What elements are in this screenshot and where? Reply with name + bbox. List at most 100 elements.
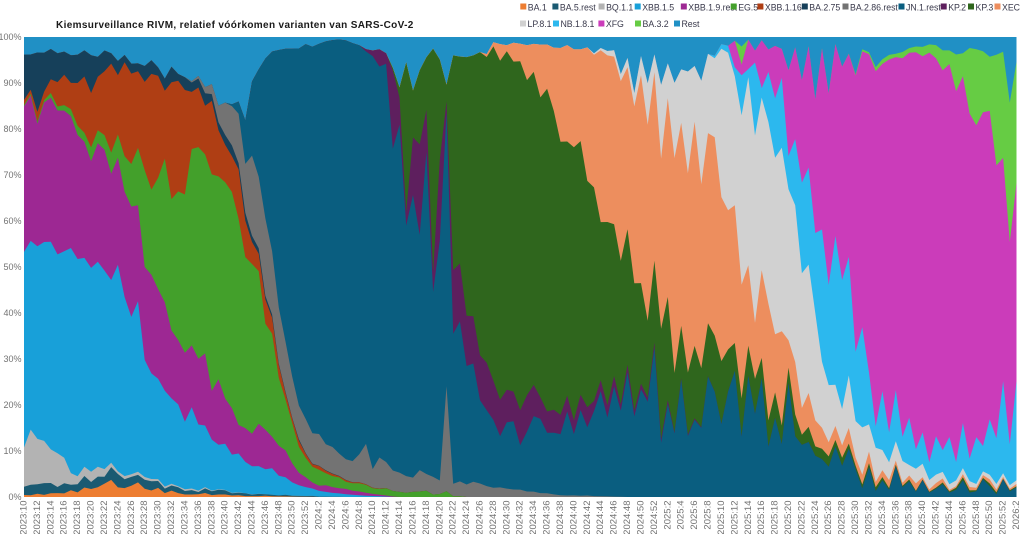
svg-text:XEC: XEC: [1002, 3, 1021, 13]
svg-text:2023:38: 2023:38: [206, 501, 217, 534]
svg-text:2024:8: 2024:8: [354, 501, 365, 530]
svg-text:2024:40: 2024:40: [568, 501, 579, 534]
svg-text:Rest: Rest: [682, 19, 700, 29]
svg-text:2024:16: 2024:16: [408, 501, 419, 534]
svg-text:2024:32: 2024:32: [515, 501, 526, 534]
svg-text:2023:34: 2023:34: [179, 501, 190, 534]
svg-text:2025:40: 2025:40: [917, 501, 928, 534]
svg-text:2023:28: 2023:28: [139, 501, 150, 534]
svg-text:2025:36: 2025:36: [890, 501, 901, 534]
svg-text:2025:30: 2025:30: [850, 501, 861, 534]
svg-text:2024:26: 2024:26: [475, 501, 486, 534]
svg-text:2024:44: 2024:44: [595, 501, 606, 534]
svg-text:JN.1.rest: JN.1.rest: [906, 3, 941, 13]
svg-text:2024:48: 2024:48: [622, 501, 633, 534]
svg-text:2024:6: 2024:6: [340, 501, 351, 530]
svg-text:2025:20: 2025:20: [783, 501, 794, 534]
svg-text:2024:34: 2024:34: [528, 501, 539, 534]
svg-text:2024:2: 2024:2: [314, 501, 325, 530]
svg-text:2024:10: 2024:10: [367, 501, 378, 534]
svg-text:2024:50: 2024:50: [636, 501, 647, 534]
svg-text:2025:24: 2025:24: [810, 501, 821, 534]
svg-text:2024:20: 2024:20: [434, 501, 445, 534]
svg-text:40%: 40%: [3, 308, 21, 318]
svg-text:2024:52: 2024:52: [649, 501, 660, 534]
svg-text:2023:32: 2023:32: [166, 501, 177, 534]
svg-text:2023:44: 2023:44: [247, 501, 258, 534]
svg-text:50%: 50%: [3, 262, 21, 272]
svg-text:2024:18: 2024:18: [421, 501, 432, 534]
svg-text:BA.2.86.rest: BA.2.86.rest: [850, 3, 898, 13]
svg-text:2024:22: 2024:22: [448, 501, 459, 534]
svg-text:2024:12: 2024:12: [381, 501, 392, 534]
svg-text:2023:52: 2023:52: [300, 501, 311, 534]
svg-text:2023:12: 2023:12: [32, 501, 43, 534]
svg-text:2023:30: 2023:30: [153, 501, 164, 534]
svg-text:2024:36: 2024:36: [542, 501, 553, 534]
svg-text:2024:28: 2024:28: [488, 501, 499, 534]
svg-text:XBB.1.16: XBB.1.16: [765, 3, 802, 13]
svg-text:2023:16: 2023:16: [59, 501, 70, 534]
svg-text:KP.3: KP.3: [976, 3, 994, 13]
svg-text:20%: 20%: [3, 400, 21, 410]
svg-text:2024:42: 2024:42: [582, 501, 593, 534]
svg-text:BA.1: BA.1: [528, 3, 547, 13]
svg-text:2025:14: 2025:14: [743, 501, 754, 534]
svg-text:2024:30: 2024:30: [501, 501, 512, 534]
svg-text:2024:4: 2024:4: [327, 501, 338, 530]
svg-text:2023:18: 2023:18: [72, 501, 83, 534]
svg-text:70%: 70%: [3, 170, 21, 180]
svg-text:2023:20: 2023:20: [86, 501, 97, 534]
svg-text:EG.5: EG.5: [738, 3, 758, 13]
svg-text:2023:26: 2023:26: [126, 501, 137, 534]
svg-text:2024:46: 2024:46: [609, 501, 620, 534]
svg-text:2025:46: 2025:46: [957, 501, 968, 534]
svg-text:Kiemsurveillance RIVM, relatie: Kiemsurveillance RIVM, relatief vóórkome…: [56, 20, 414, 31]
svg-text:2023:14: 2023:14: [45, 501, 56, 534]
svg-text:KP.2: KP.2: [948, 3, 966, 13]
svg-text:30%: 30%: [3, 354, 21, 364]
svg-text:2023:40: 2023:40: [220, 501, 231, 534]
svg-text:LP.8.1: LP.8.1: [528, 19, 552, 29]
svg-text:10%: 10%: [3, 446, 21, 456]
svg-text:2025:28: 2025:28: [837, 501, 848, 534]
svg-text:2025:50: 2025:50: [984, 501, 995, 534]
svg-text:XFG: XFG: [606, 19, 624, 29]
svg-text:2026:2: 2026:2: [1011, 501, 1022, 530]
svg-text:2023:22: 2023:22: [99, 501, 110, 534]
svg-text:2025:26: 2025:26: [823, 501, 834, 534]
svg-text:100%: 100%: [0, 32, 22, 42]
svg-text:2025:34: 2025:34: [877, 501, 888, 534]
svg-text:60%: 60%: [3, 216, 21, 226]
svg-text:2023:10: 2023:10: [19, 501, 30, 534]
svg-text:BA.3.2: BA.3.2: [643, 19, 669, 29]
svg-text:2023:36: 2023:36: [193, 501, 204, 534]
svg-text:BA.5.rest: BA.5.rest: [560, 3, 596, 13]
svg-text:2025:8: 2025:8: [703, 501, 714, 530]
svg-text:2023:46: 2023:46: [260, 501, 271, 534]
svg-text:2025:48: 2025:48: [971, 501, 982, 534]
svg-text:90%: 90%: [3, 78, 21, 88]
svg-text:2025:12: 2025:12: [729, 501, 740, 534]
svg-text:2025:52: 2025:52: [998, 501, 1009, 534]
svg-text:XBB.1.5: XBB.1.5: [642, 3, 674, 13]
svg-text:2025:22: 2025:22: [796, 501, 807, 534]
svg-text:0%: 0%: [8, 492, 21, 502]
svg-text:2023:24: 2023:24: [112, 501, 123, 534]
svg-text:BA.2.75: BA.2.75: [809, 3, 840, 13]
svg-text:2025:38: 2025:38: [904, 501, 915, 534]
svg-text:2023:42: 2023:42: [233, 501, 244, 534]
svg-text:NB.1.8.1: NB.1.8.1: [561, 19, 595, 29]
svg-text:2023:50: 2023:50: [287, 501, 298, 534]
svg-text:2024:14: 2024:14: [394, 501, 405, 534]
svg-text:80%: 80%: [3, 124, 21, 134]
svg-text:2025:4: 2025:4: [676, 501, 687, 530]
svg-text:2025:42: 2025:42: [931, 501, 942, 534]
svg-text:2025:44: 2025:44: [944, 501, 955, 534]
svg-text:2025:2: 2025:2: [662, 501, 673, 530]
svg-text:2024:38: 2024:38: [555, 501, 566, 534]
svg-text:BQ.1.1: BQ.1.1: [606, 3, 633, 13]
svg-text:2025:16: 2025:16: [756, 501, 767, 534]
svg-text:2025:18: 2025:18: [770, 501, 781, 534]
svg-text:XBB.1.9.rest: XBB.1.9.rest: [688, 3, 737, 13]
